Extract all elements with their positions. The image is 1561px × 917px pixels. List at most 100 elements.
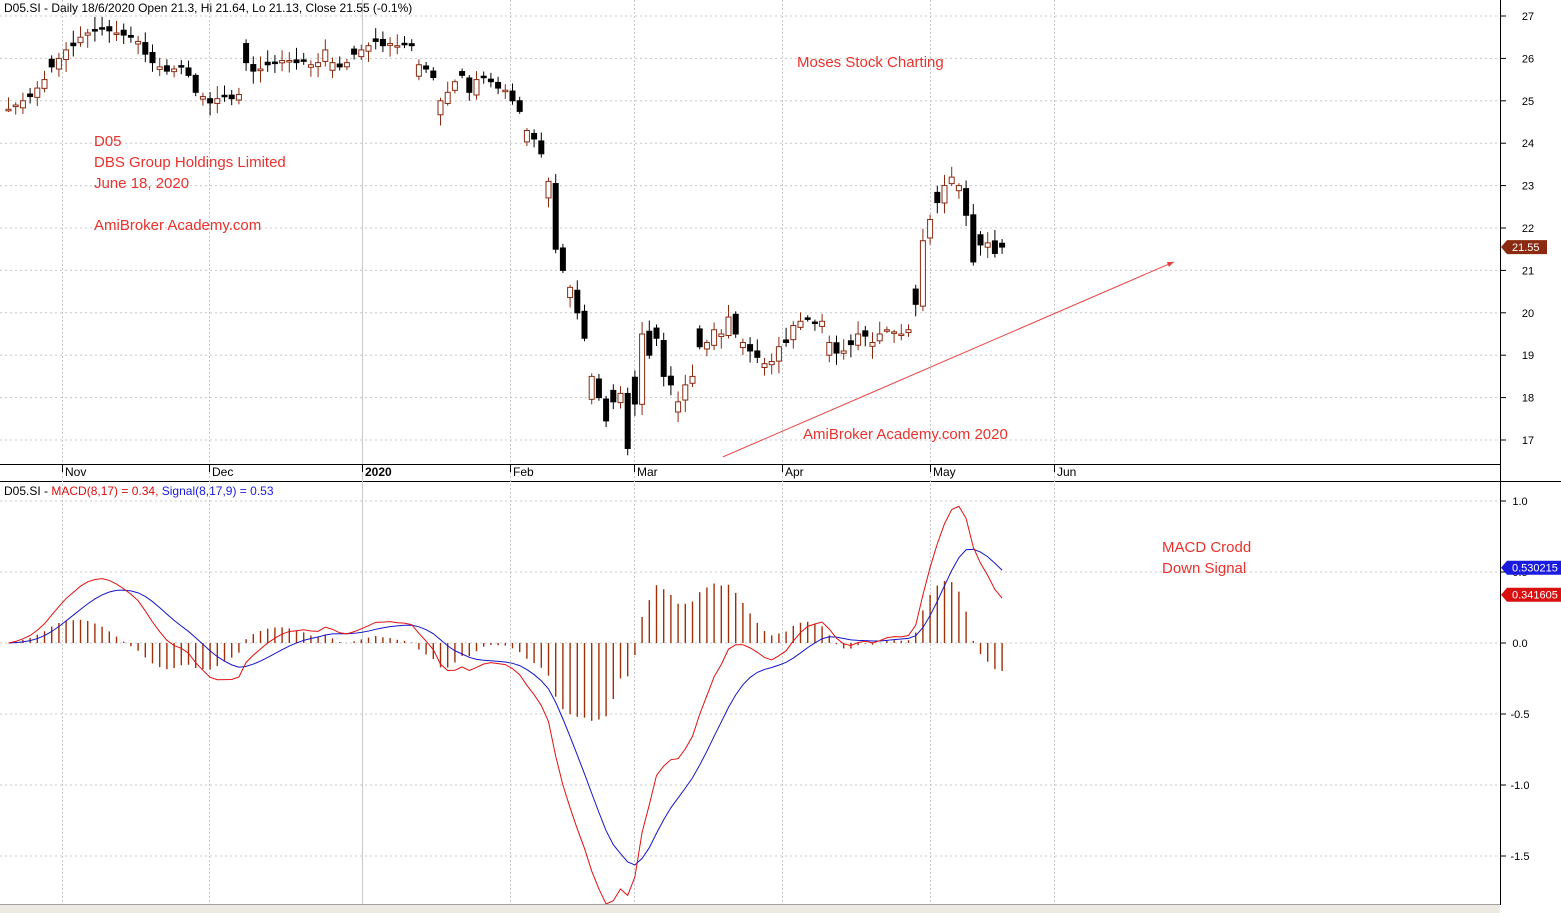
candle-body bbox=[819, 320, 826, 327]
month-label: Nov bbox=[65, 465, 86, 479]
candle-down bbox=[603, 395, 610, 428]
candle-body bbox=[41, 79, 48, 89]
candle-body bbox=[192, 74, 199, 93]
month-label: May bbox=[933, 465, 956, 479]
candle-body bbox=[977, 234, 984, 246]
candle-body bbox=[63, 49, 70, 60]
candle-down bbox=[804, 315, 811, 322]
candle-body bbox=[660, 340, 667, 377]
candle-body bbox=[934, 191, 941, 204]
candle-body bbox=[127, 34, 134, 38]
candle-down bbox=[732, 311, 739, 338]
candle-body bbox=[142, 42, 149, 55]
candle-body bbox=[19, 100, 26, 109]
candle-down bbox=[696, 325, 703, 350]
candle-body bbox=[840, 350, 847, 354]
candle-body bbox=[747, 344, 754, 352]
price-tick-label: 23 bbox=[1522, 181, 1534, 193]
candle-down bbox=[163, 59, 170, 75]
candle-down bbox=[667, 366, 674, 396]
candle-down bbox=[847, 334, 854, 358]
candle-down bbox=[91, 16, 98, 42]
candle-body bbox=[689, 375, 696, 384]
candle-down bbox=[408, 39, 415, 52]
candle-body bbox=[919, 240, 926, 307]
candle-body bbox=[84, 32, 91, 36]
candle-body bbox=[70, 42, 77, 47]
candle-body bbox=[775, 346, 782, 362]
candle-body bbox=[149, 52, 156, 64]
candle-down bbox=[747, 337, 754, 363]
candle-body bbox=[358, 49, 365, 58]
price-tick-label: 25 bbox=[1522, 96, 1534, 108]
candle-up bbox=[761, 357, 768, 376]
candle-body bbox=[523, 129, 530, 143]
price-header: D05.SI - Daily 18/6/2020 Open 21.3, Hi 2… bbox=[4, 1, 412, 15]
candle-down bbox=[783, 327, 790, 347]
candle-up bbox=[797, 312, 804, 330]
candle-down bbox=[70, 30, 77, 57]
candle-body bbox=[293, 59, 300, 64]
macd-tick-label: 0.0 bbox=[1512, 638, 1527, 650]
candle-up bbox=[12, 102, 19, 115]
candle-up bbox=[905, 324, 912, 337]
candle-down bbox=[912, 284, 919, 317]
candle-down bbox=[120, 23, 127, 45]
candle-body bbox=[243, 43, 250, 64]
candle-body bbox=[207, 98, 214, 104]
candle-body bbox=[711, 329, 718, 346]
candle-body bbox=[581, 310, 588, 339]
candle-down bbox=[970, 204, 977, 266]
candle-body bbox=[869, 341, 876, 347]
candle-up bbox=[703, 339, 710, 357]
candle-body bbox=[307, 64, 314, 68]
candle-body bbox=[984, 242, 991, 248]
candle-body bbox=[912, 288, 919, 305]
candle-body bbox=[379, 38, 386, 47]
candle-body bbox=[531, 132, 538, 140]
candle-body bbox=[624, 392, 631, 449]
month-label: 2020 bbox=[365, 465, 392, 479]
price-tick-label: 22 bbox=[1522, 223, 1534, 235]
candle-body bbox=[955, 185, 962, 192]
horizontal-gridlines bbox=[0, 15, 1500, 857]
candle-down bbox=[581, 304, 588, 342]
candle-body bbox=[927, 219, 934, 239]
candle-down bbox=[430, 67, 437, 81]
candle-down bbox=[624, 387, 631, 456]
candle-body bbox=[595, 378, 602, 399]
candle-up bbox=[171, 65, 178, 78]
candle-body bbox=[552, 183, 559, 250]
candle-down bbox=[178, 59, 185, 75]
candlestick-series bbox=[5, 16, 1006, 456]
candle-up bbox=[415, 59, 422, 81]
candle-body bbox=[768, 361, 775, 366]
candle-body bbox=[653, 327, 660, 339]
candle-body bbox=[847, 340, 854, 346]
annotation-date: June 18, 2020 bbox=[94, 175, 189, 192]
candle-down bbox=[99, 16, 106, 36]
macd-tick-label: -1.5 bbox=[1511, 851, 1530, 863]
candle-up bbox=[876, 321, 883, 345]
candle-body bbox=[567, 286, 574, 299]
candle-down bbox=[27, 87, 34, 104]
candle-up bbox=[473, 71, 480, 100]
candle-down bbox=[610, 384, 617, 410]
candle-up bbox=[725, 305, 732, 339]
candle-down bbox=[977, 231, 984, 256]
candle-down bbox=[48, 55, 55, 73]
candle-body bbox=[833, 342, 840, 354]
candle-body bbox=[876, 333, 883, 342]
candle-up bbox=[41, 70, 48, 93]
candle-body bbox=[826, 341, 833, 356]
candle-up bbox=[286, 52, 293, 73]
candle-body bbox=[257, 68, 264, 72]
candle-body bbox=[286, 60, 293, 63]
candle-up bbox=[156, 57, 163, 76]
candle-down bbox=[293, 47, 300, 70]
candle-body bbox=[120, 29, 127, 36]
sheet-tab-bar[interactable] bbox=[0, 904, 1500, 913]
candle-down bbox=[862, 325, 869, 347]
candle-up bbox=[869, 332, 876, 359]
